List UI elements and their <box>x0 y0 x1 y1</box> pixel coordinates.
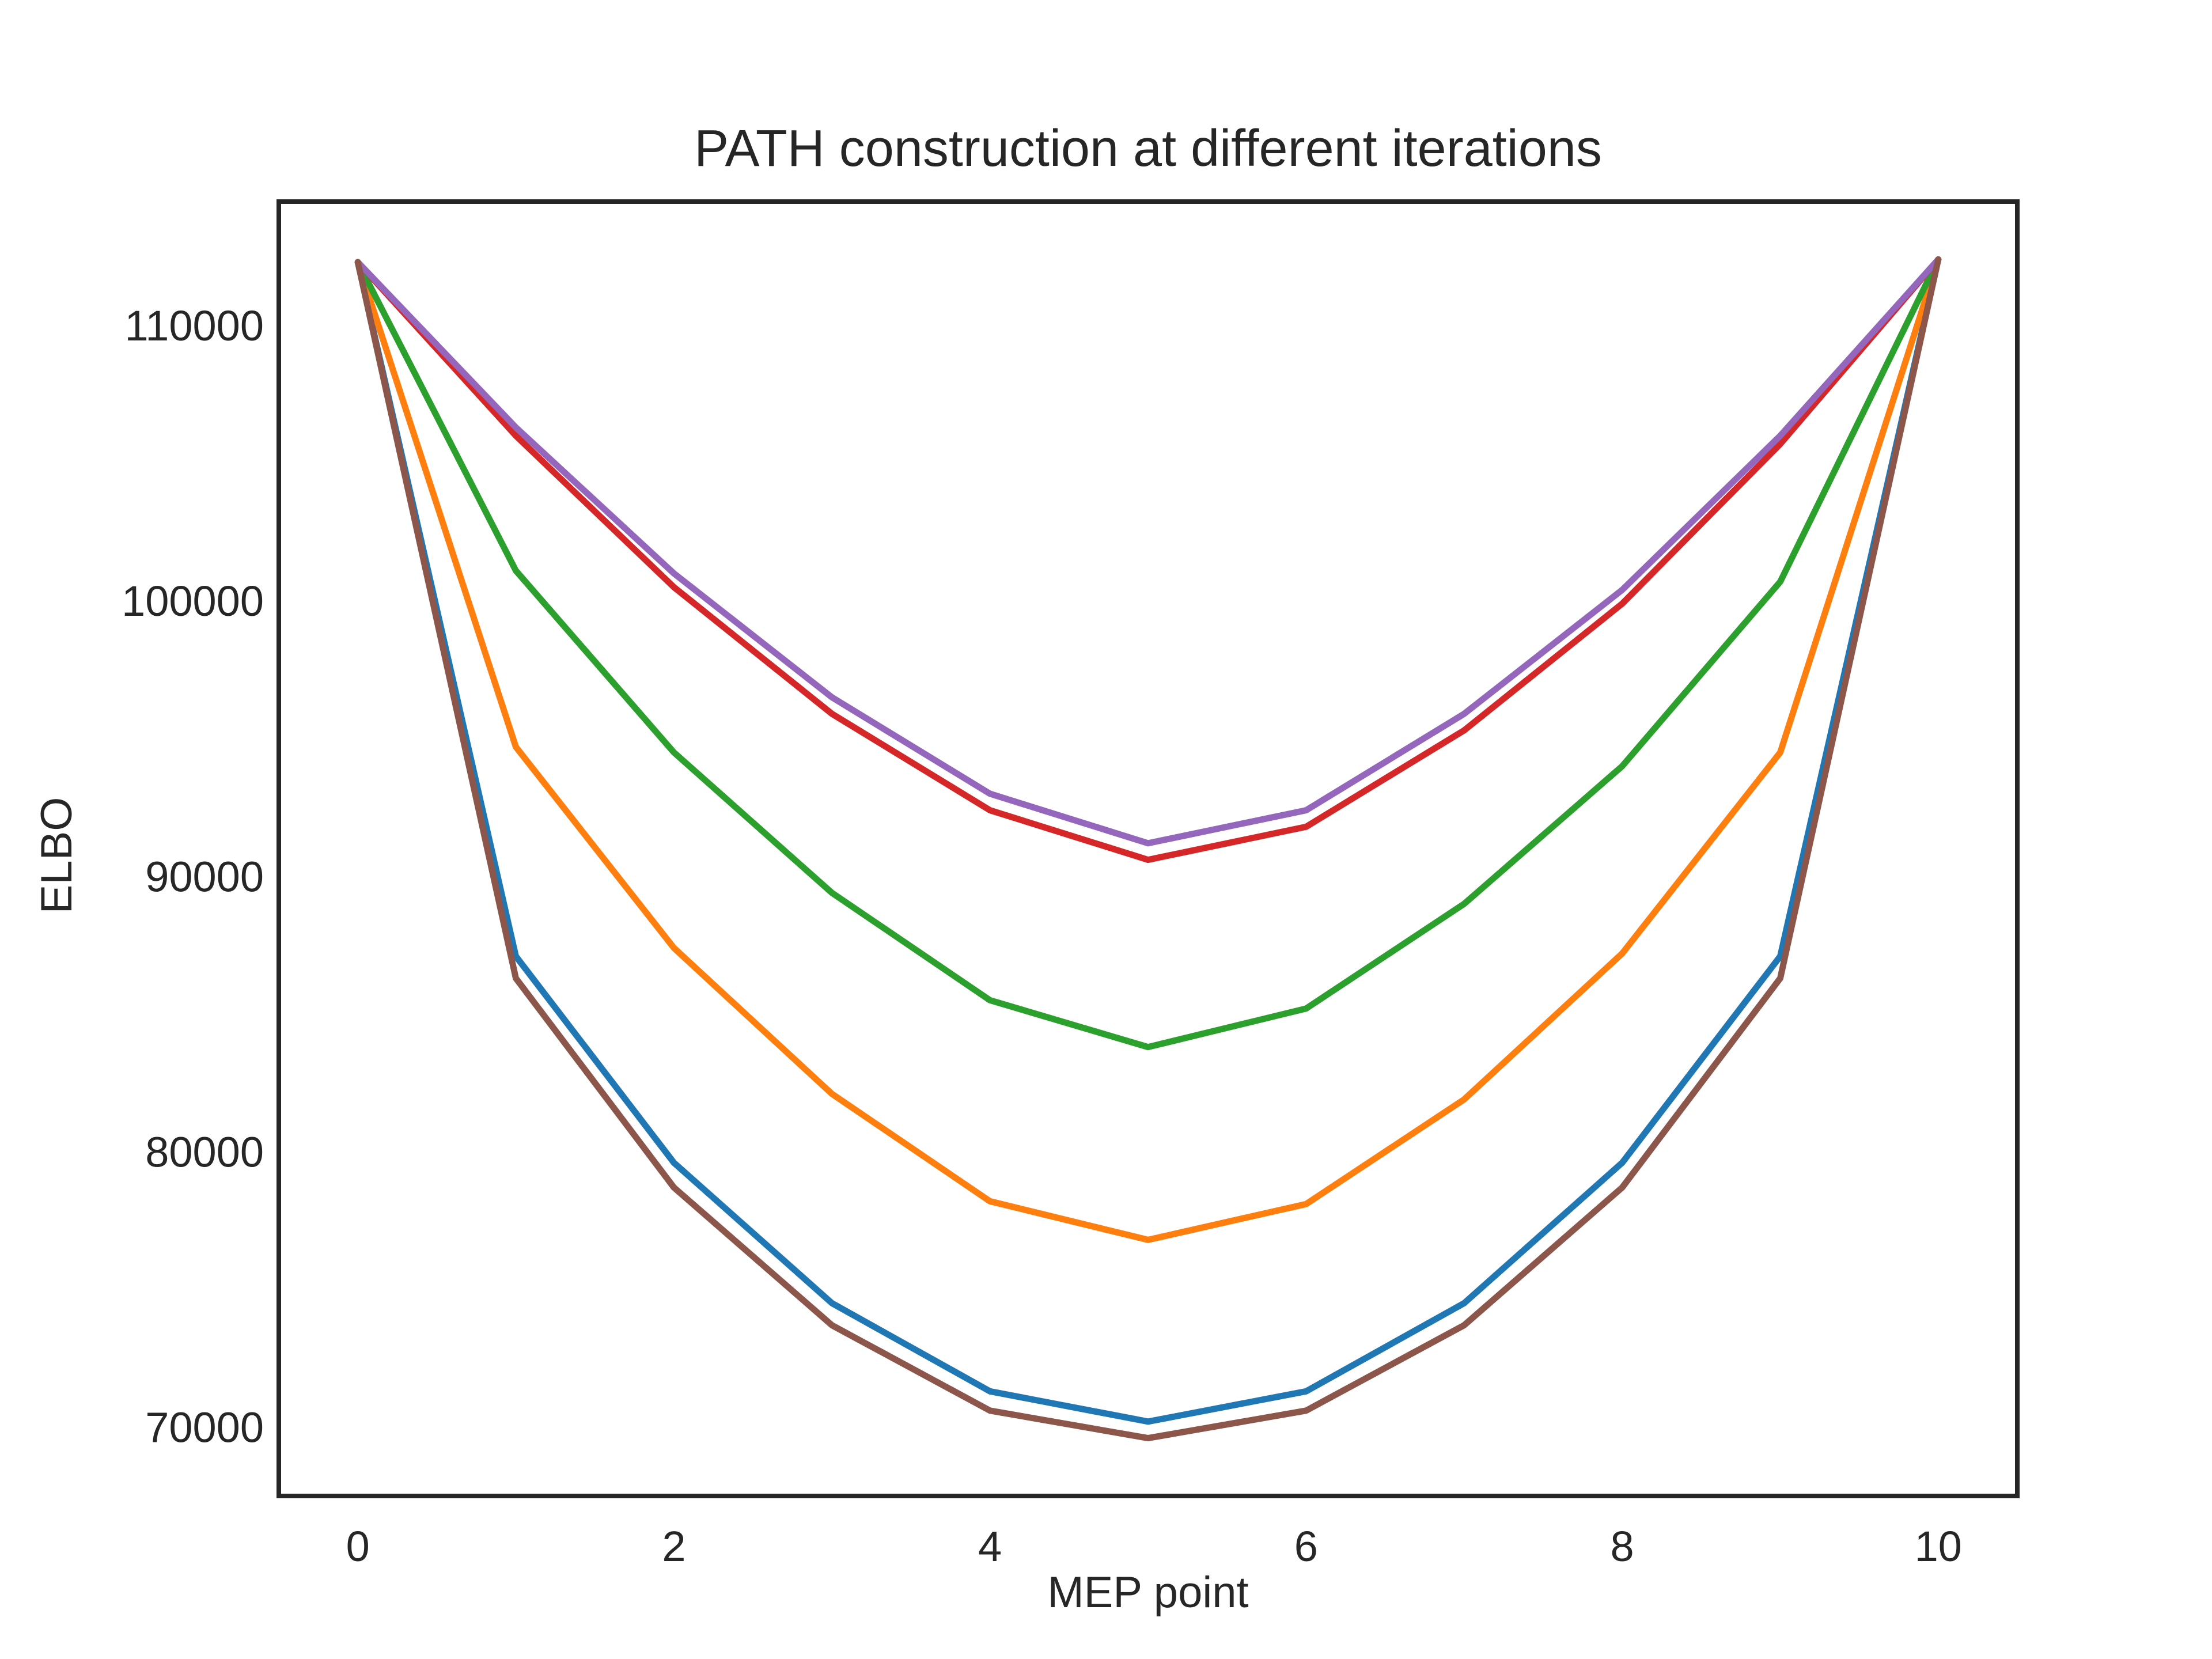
series-line-1 <box>354 256 1942 1425</box>
plot-frame <box>276 199 2020 1498</box>
y-axis-ticks: 70000 80000 90000 100000 110000 <box>122 302 264 1451</box>
x-tick-label: 6 <box>1294 1522 1318 1570</box>
x-tick-label: 8 <box>1611 1522 1634 1570</box>
x-tick-label: 0 <box>346 1522 370 1570</box>
x-axis-label: MEP point <box>1047 1568 1248 1617</box>
series-line-3 <box>354 256 1942 1051</box>
series-line-5 <box>354 256 1942 847</box>
y-tick-label: 80000 <box>145 1128 264 1176</box>
x-tick-label: 4 <box>978 1522 1002 1570</box>
x-tick-label: 2 <box>662 1522 685 1570</box>
y-tick-label: 100000 <box>122 577 264 625</box>
y-axis-label: ELBO <box>32 797 81 914</box>
series-layer <box>354 256 1942 1442</box>
chart-title: PATH construction at different iteration… <box>694 120 1602 177</box>
series-line-4 <box>354 256 1942 863</box>
y-tick-label: 70000 <box>145 1403 264 1451</box>
y-tick-label: 110000 <box>125 302 264 350</box>
x-tick-label: 10 <box>1915 1522 1962 1570</box>
series-line-2 <box>354 256 1942 1243</box>
series-line-6 <box>354 256 1942 1442</box>
x-axis-ticks: 0 2 4 6 8 10 <box>346 1522 1962 1570</box>
y-tick-label: 90000 <box>145 853 264 900</box>
